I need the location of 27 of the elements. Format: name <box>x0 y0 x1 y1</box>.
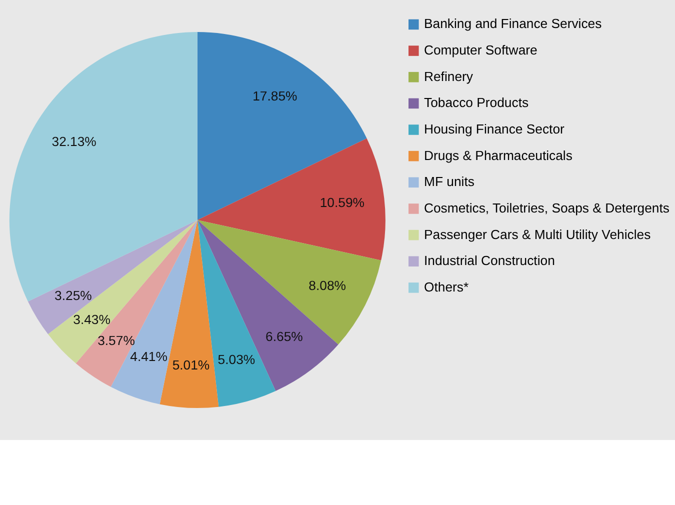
data-label: 5.01% <box>172 357 210 372</box>
legend-label: MF units <box>424 174 475 190</box>
data-label: 10.59% <box>320 194 365 210</box>
legend-label: Passenger Cars & Multi Utility Vehicles <box>424 226 652 242</box>
legend-label: Industrial Construction <box>424 253 555 268</box>
legend-label: Housing Finance Sector <box>424 122 566 137</box>
data-label: 3.43% <box>73 312 111 328</box>
data-label: 6.65% <box>266 328 304 344</box>
legend-label: Drugs & Pharmaceuticals <box>424 148 573 163</box>
pie-slice <box>28 220 198 334</box>
pie-slice <box>197 220 382 345</box>
legend-label: Computer Software <box>424 42 538 58</box>
pie-slice <box>197 32 367 220</box>
data-label: 5.03% <box>218 352 256 368</box>
legend-label: Banking and Finance Services <box>424 16 602 32</box>
pie-slice <box>10 32 198 302</box>
pie-slice <box>197 138 386 260</box>
data-label: 3.57% <box>98 332 136 348</box>
legend-label: Refinery <box>424 68 474 84</box>
data-label: 3.25% <box>54 288 92 303</box>
data-label: 8.08% <box>308 278 346 293</box>
legend-label: Others* <box>424 279 469 294</box>
data-label: 4.41% <box>130 349 168 364</box>
legend-label: Tobacco Products <box>424 95 529 110</box>
data-label: 32.13% <box>52 134 97 150</box>
legend-label: Cosmetics, Toiletries, Soaps & Detergents <box>424 200 670 216</box>
data-label: 17.85% <box>252 88 298 104</box>
